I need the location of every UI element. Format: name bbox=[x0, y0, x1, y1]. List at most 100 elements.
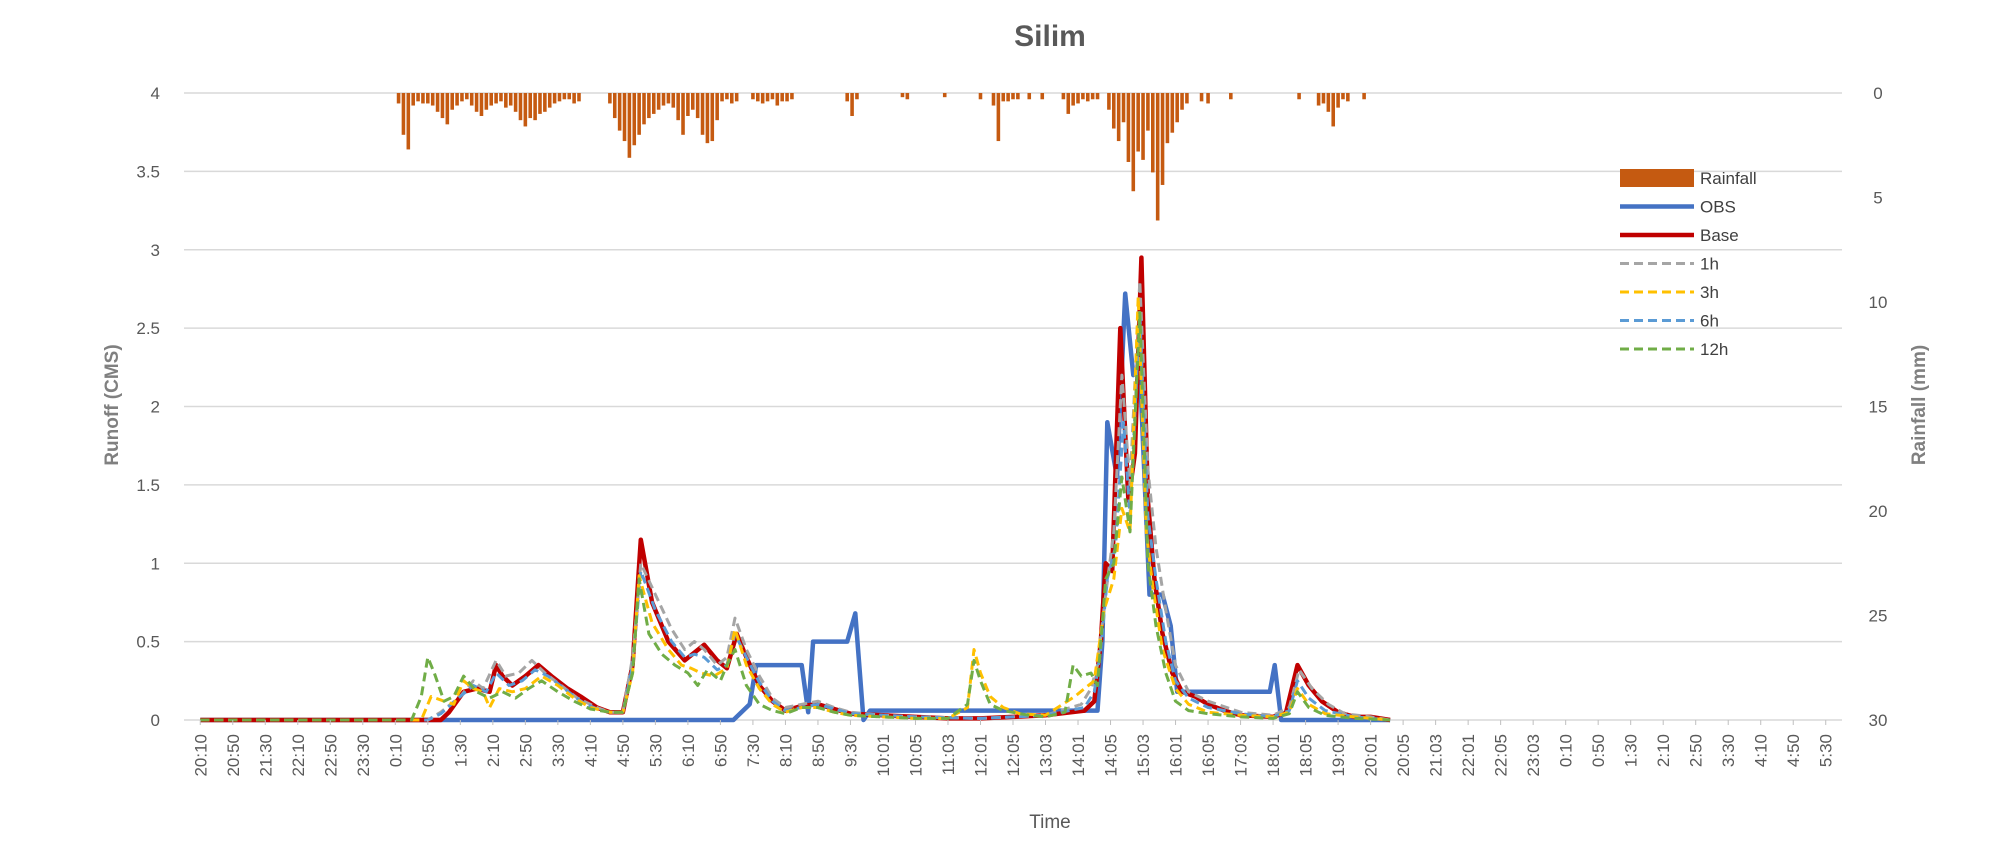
rainfall-bar bbox=[504, 93, 508, 108]
rainfall-bar bbox=[720, 93, 724, 102]
y2-tick-label: 0 bbox=[1873, 84, 1882, 103]
x-tick-label: 18:01 bbox=[1264, 734, 1283, 777]
rainfall-bar bbox=[705, 93, 710, 144]
rainfall-bar bbox=[1170, 93, 1175, 133]
rainfall-bar bbox=[710, 93, 715, 142]
y-tick-label: 2 bbox=[151, 398, 160, 417]
rainfall-bar bbox=[647, 93, 651, 119]
x-tick-label: 16:01 bbox=[1167, 734, 1186, 777]
rainfall-bar bbox=[465, 93, 469, 100]
rainfall-bar bbox=[1229, 93, 1233, 100]
series-line-obs bbox=[200, 291, 1391, 723]
rainfall-bar bbox=[401, 93, 406, 135]
rainfall-bars bbox=[396, 93, 1366, 221]
rainfall-bar bbox=[617, 93, 622, 131]
rainfall-bar bbox=[1107, 93, 1111, 110]
x-tick-label: 10:05 bbox=[906, 734, 925, 777]
rainfall-bar bbox=[1085, 93, 1090, 102]
rainfall-bar bbox=[681, 93, 685, 135]
x-tick-label: 22:05 bbox=[1492, 734, 1511, 777]
rainfall-bar bbox=[1066, 93, 1071, 114]
x-tick-label: 21:30 bbox=[256, 734, 275, 777]
rainfall-bar bbox=[661, 93, 666, 106]
y-tick-label: 2.5 bbox=[136, 319, 160, 338]
x-tick-label: 8:10 bbox=[776, 734, 795, 767]
rainfall-bar bbox=[730, 93, 734, 104]
rainfall-bar bbox=[1346, 93, 1350, 102]
rainfall-bar bbox=[1001, 93, 1006, 102]
rainfall-bar bbox=[775, 93, 780, 106]
x-tick-label: 16:05 bbox=[1199, 734, 1218, 777]
rainfall-bar bbox=[489, 93, 494, 106]
x-tick-label: 5:30 bbox=[1817, 734, 1836, 767]
rainfall-bar bbox=[900, 93, 905, 98]
x-tick-label: 22:50 bbox=[321, 734, 340, 777]
rainfall-bar bbox=[557, 93, 562, 102]
x-tick-label: 6:50 bbox=[711, 734, 730, 767]
rainfall-bar bbox=[734, 93, 739, 102]
series-line-3h bbox=[200, 295, 1391, 722]
rainfall-bar bbox=[396, 93, 401, 104]
rainfall-bar bbox=[1116, 93, 1121, 142]
series-line-12h bbox=[200, 310, 1391, 722]
rainfall-bar bbox=[770, 93, 775, 100]
x-tick-label: 5:30 bbox=[646, 734, 665, 767]
x-tick-label: 22:01 bbox=[1459, 734, 1478, 777]
rainfall-bar bbox=[528, 93, 533, 119]
rainfall-bar bbox=[460, 93, 464, 102]
x-tick-label: 15:03 bbox=[1134, 734, 1153, 777]
rainfall-bar bbox=[651, 93, 656, 114]
rainfall-bar bbox=[991, 93, 996, 106]
rainfall-bar bbox=[622, 93, 627, 142]
rainfall-bar bbox=[686, 93, 690, 116]
rainfall-bar bbox=[715, 93, 719, 121]
rainfall-bar bbox=[756, 93, 760, 102]
legend-label-base: Base bbox=[1700, 226, 1739, 245]
x-tick-label: 4:10 bbox=[581, 734, 600, 767]
rainfall-bar bbox=[567, 93, 572, 100]
rainfall-bar bbox=[1321, 93, 1326, 104]
rainfall-bar bbox=[435, 93, 440, 112]
x-tick-label: 19:03 bbox=[1329, 734, 1348, 777]
rainfall-bar bbox=[508, 93, 513, 106]
rainfall-bar bbox=[1155, 93, 1160, 221]
y-tick-label: 1.5 bbox=[136, 476, 160, 495]
series-line-6h bbox=[200, 310, 1391, 722]
rainfall-bar bbox=[765, 93, 770, 102]
rainfall-bar bbox=[1027, 93, 1032, 100]
x-tick-label: 1:30 bbox=[1622, 734, 1641, 767]
y-tick-label: 1 bbox=[151, 554, 160, 573]
rainfall-bar bbox=[845, 93, 849, 102]
x-tick-label: 0:50 bbox=[1589, 734, 1608, 767]
series-lines bbox=[200, 255, 1391, 723]
x-tick-label: 11:03 bbox=[939, 734, 958, 775]
legend-label-3h: 3h bbox=[1700, 283, 1719, 302]
x-tick-label: 13:03 bbox=[1037, 734, 1056, 777]
rainfall-bar bbox=[1151, 93, 1155, 173]
x-tick-label: 2:50 bbox=[1687, 734, 1706, 767]
legend-label-obs: OBS bbox=[1700, 198, 1736, 217]
rainfall-bar bbox=[1180, 93, 1184, 110]
rainfall-bar bbox=[543, 93, 547, 112]
rainfall-bar bbox=[676, 93, 680, 121]
legend-label-1h: 1h bbox=[1700, 255, 1719, 274]
rainfall-bar bbox=[430, 93, 435, 106]
rainfall-bar bbox=[1011, 93, 1015, 100]
rainfall-bar bbox=[1111, 93, 1116, 129]
rainfall-bar bbox=[612, 93, 617, 119]
rainfall-bar bbox=[671, 93, 676, 108]
rainfall-bar bbox=[1206, 93, 1210, 104]
rainfall-bar bbox=[1199, 93, 1204, 102]
gridlines bbox=[184, 92, 1842, 721]
rainfall-bar bbox=[484, 93, 489, 110]
x-axis-title: Time bbox=[1029, 812, 1071, 833]
rainfall-bar bbox=[1095, 93, 1100, 100]
rainfall-bar bbox=[725, 93, 729, 100]
rainfall-bar bbox=[518, 93, 523, 121]
rainfall-bar bbox=[577, 93, 581, 102]
x-tick-label: 4:50 bbox=[614, 734, 633, 767]
x-tick-label: 12:05 bbox=[1004, 734, 1023, 777]
x-tick-label: 1:30 bbox=[451, 734, 470, 767]
rainfall-bar bbox=[1081, 93, 1085, 100]
